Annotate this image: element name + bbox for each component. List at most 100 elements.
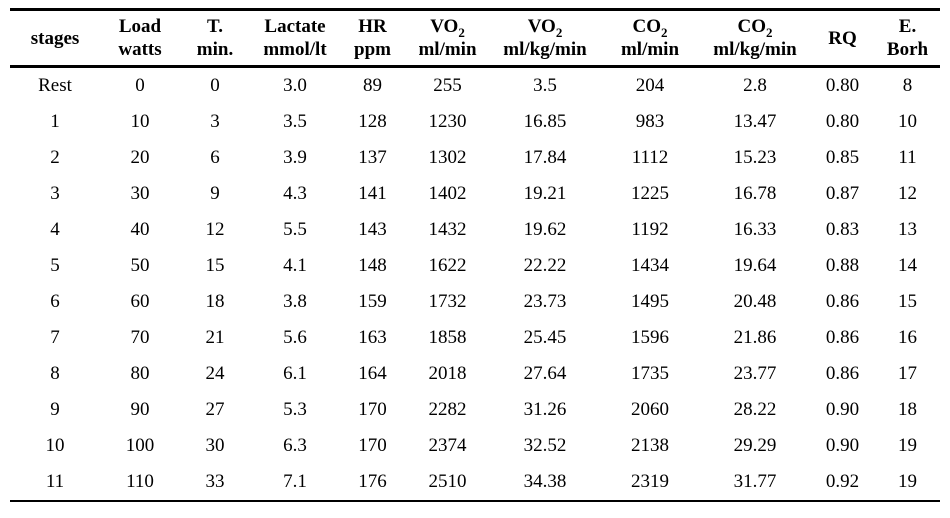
value-cell: 170 bbox=[358, 435, 387, 456]
header-unit: ml/min bbox=[418, 39, 477, 60]
value-cell: 1622 bbox=[428, 255, 467, 276]
value-cell: 6.3 bbox=[283, 435, 307, 456]
value-cell: 170 bbox=[358, 399, 387, 420]
value-cell: 176 bbox=[358, 471, 387, 492]
value-cell: 2282 bbox=[428, 399, 467, 420]
value-cell: 16 bbox=[898, 327, 917, 348]
value-cell: 9 bbox=[210, 183, 220, 204]
col-header-co2-rel: CO2 ml/kg/min bbox=[700, 10, 810, 67]
col-header-rq: RQ bbox=[810, 10, 875, 67]
col-header-load: Load watts bbox=[100, 10, 180, 67]
value-cell: 164 bbox=[358, 363, 387, 384]
stage-cell: 11 bbox=[45, 471, 65, 492]
header-unit: mmol/lt bbox=[263, 39, 327, 60]
value-cell: 1432 bbox=[428, 219, 467, 240]
value-cell: 3 bbox=[210, 111, 220, 132]
header-subscript: 2 bbox=[555, 24, 563, 40]
value-cell: 1302 bbox=[428, 147, 467, 168]
value-cell: 128 bbox=[358, 111, 387, 132]
value-cell: 137 bbox=[358, 147, 387, 168]
table-row: 1 10 3 3.5 128 1230 16.85 983 13.47 0.80 10 bbox=[10, 104, 940, 140]
value-cell: 110 bbox=[126, 471, 154, 492]
col-header-borg: E. Borh bbox=[875, 10, 940, 67]
value-cell: 33 bbox=[205, 471, 225, 492]
value-cell: 2374 bbox=[428, 435, 467, 456]
value-cell: 15 bbox=[205, 255, 225, 276]
header-subscript: 2 bbox=[766, 24, 773, 40]
value-cell: 13.47 bbox=[733, 111, 777, 132]
value-cell: 19 bbox=[898, 471, 917, 492]
value-cell: 141 bbox=[358, 183, 387, 204]
value-cell: 20.48 bbox=[733, 291, 777, 312]
value-cell: 29.29 bbox=[733, 435, 777, 456]
table-row: 10 100 30 6.3 170 2374 32.52 2138 29.29 0.90 19 bbox=[10, 428, 940, 464]
header-label: RQ bbox=[828, 27, 857, 49]
value-cell: 2018 bbox=[428, 363, 467, 384]
value-cell: 24 bbox=[205, 363, 225, 384]
value-cell: 1112 bbox=[631, 147, 669, 168]
value-cell: 20 bbox=[130, 147, 150, 168]
table-header: stages Load watts T. min. Lactate mmol/l… bbox=[10, 9, 940, 67]
col-header-co2-abs: CO2 ml/min bbox=[600, 10, 700, 67]
table-row: 7 70 21 5.6 163 1858 25.45 1596 21.86 0.86 16 bbox=[10, 320, 940, 356]
exercise-test-table: stages Load watts T. min. Lactate mmol/l… bbox=[10, 8, 940, 502]
value-cell: 18 bbox=[205, 291, 225, 312]
header-subscript: 2 bbox=[661, 24, 668, 40]
value-cell: 89 bbox=[363, 75, 382, 96]
value-cell: 12 bbox=[898, 183, 917, 204]
value-cell: 90 bbox=[130, 399, 150, 420]
table-row: 9 90 27 5.3 170 2282 31.26 2060 28.22 0.90 18 bbox=[10, 392, 940, 428]
value-cell: 70 bbox=[130, 327, 150, 348]
value-cell: 16.33 bbox=[733, 219, 777, 240]
value-cell: 12 bbox=[205, 219, 225, 240]
value-cell: 10 bbox=[130, 111, 150, 132]
header-label: CO bbox=[632, 16, 662, 37]
col-header-lactate: Lactate mmol/lt bbox=[250, 10, 340, 67]
value-cell: 5.6 bbox=[283, 327, 307, 348]
value-cell: 5.3 bbox=[283, 399, 307, 420]
stage-cell: 4 bbox=[50, 219, 60, 240]
value-cell: 1402 bbox=[428, 183, 467, 204]
value-cell: 6.1 bbox=[283, 363, 307, 384]
table-row: Rest 0 0 3.0 89 255 3.5 204 2.8 0.80 8 bbox=[10, 67, 940, 105]
header-label: VO bbox=[527, 16, 556, 37]
value-cell: 23.77 bbox=[733, 363, 777, 384]
value-cell: 0.92 bbox=[825, 471, 860, 492]
value-cell: 3.5 bbox=[283, 111, 307, 132]
value-cell: 100 bbox=[125, 435, 155, 456]
value-cell: 4.1 bbox=[283, 255, 307, 276]
stage-cell: 5 bbox=[50, 255, 60, 276]
value-cell: 21.86 bbox=[733, 327, 777, 348]
value-cell: 0 bbox=[135, 75, 145, 96]
value-cell: 1230 bbox=[428, 111, 467, 132]
value-cell: 34.38 bbox=[523, 471, 567, 492]
col-header-hr: HR ppm bbox=[340, 10, 405, 67]
value-cell: 1732 bbox=[428, 291, 467, 312]
stage-cell: 9 bbox=[50, 399, 60, 420]
value-cell: 3.0 bbox=[283, 75, 307, 96]
value-cell: 80 bbox=[130, 363, 150, 384]
value-cell: 7.1 bbox=[283, 471, 307, 492]
value-cell: 0.87 bbox=[825, 183, 860, 204]
value-cell: 1192 bbox=[631, 219, 669, 240]
value-cell: 2060 bbox=[631, 399, 669, 420]
table-row: 6 60 18 3.8 159 1732 23.73 1495 20.48 0.86 15 bbox=[10, 284, 940, 320]
value-cell: 17 bbox=[898, 363, 917, 384]
value-cell: 2510 bbox=[428, 471, 467, 492]
table-row: 5 50 15 4.1 148 1622 22.22 1434 19.64 0.88 14 bbox=[10, 248, 940, 284]
value-cell: 148 bbox=[358, 255, 387, 276]
table-body: Rest 0 0 3.0 89 255 3.5 204 2.8 0.80 8 1 10 3 3.5 128 12… bbox=[10, 67, 940, 501]
value-cell: 40 bbox=[130, 219, 150, 240]
value-cell: 19.64 bbox=[733, 255, 777, 276]
value-cell: 11 bbox=[898, 147, 917, 168]
value-cell: 0.88 bbox=[825, 255, 860, 276]
table-row: 3 30 9 4.3 141 1402 19.21 1225 16.78 0.87 12 bbox=[10, 176, 940, 212]
value-cell: 1858 bbox=[428, 327, 467, 348]
value-cell: 5.5 bbox=[283, 219, 307, 240]
value-cell: 0.85 bbox=[825, 147, 860, 168]
value-cell: 0.90 bbox=[825, 399, 860, 420]
value-cell: 163 bbox=[358, 327, 387, 348]
value-cell: 14 bbox=[898, 255, 917, 276]
value-cell: 15 bbox=[898, 291, 917, 312]
value-cell: 159 bbox=[358, 291, 387, 312]
